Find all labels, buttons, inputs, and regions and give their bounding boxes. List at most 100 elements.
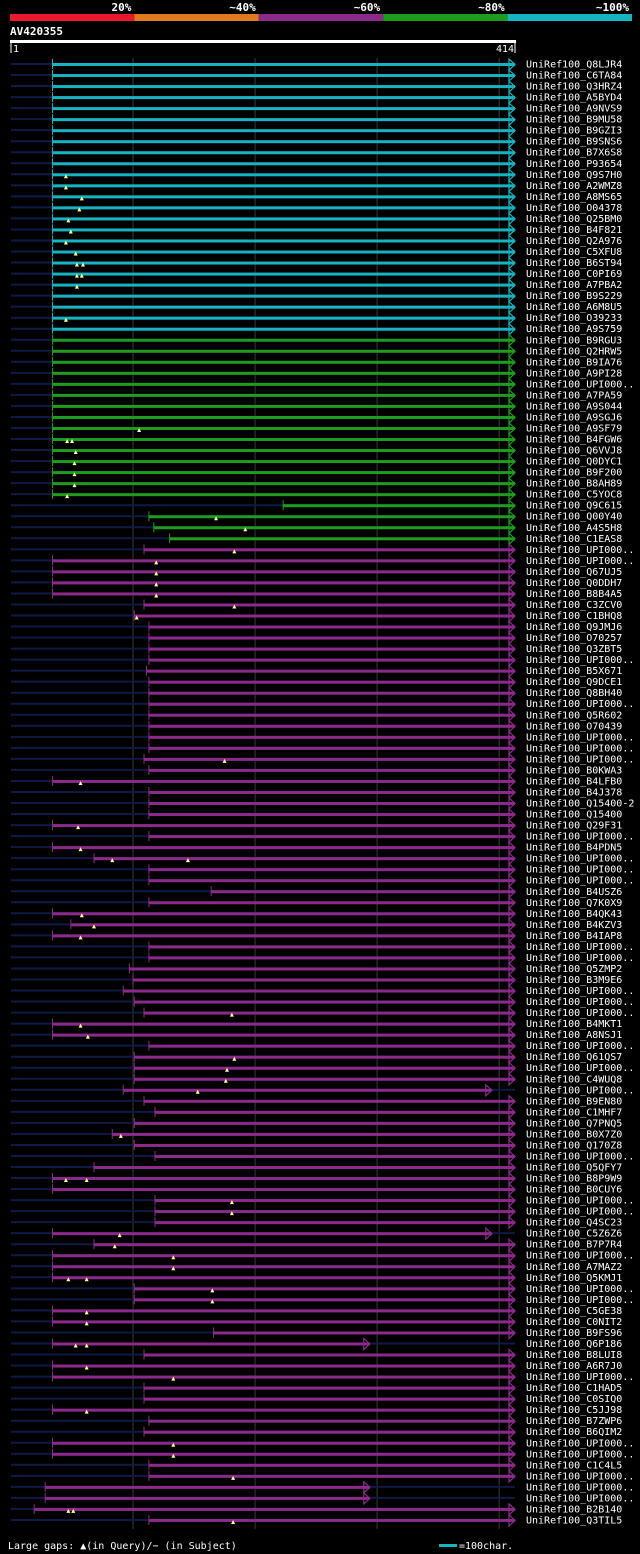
hit-label[interactable]: UniRef100_Q6P186 <box>526 1339 622 1350</box>
hit-label[interactable]: UniRef100_B9IA76 <box>526 357 622 368</box>
hit-label[interactable]: UniRef100_A9PI28 <box>526 368 622 379</box>
hit-label[interactable]: UniRef100_UPI000.. <box>526 1008 634 1019</box>
hit-label[interactable]: UniRef100_C5Z6Z6 <box>526 1229 622 1240</box>
hit-label[interactable]: UniRef100_UPI000.. <box>526 997 634 1008</box>
hit-label[interactable]: UniRef100_Q3HRZ4 <box>526 82 622 93</box>
hit-label[interactable]: UniRef100_B7P7R4 <box>526 1240 622 1251</box>
hit-label[interactable]: UniRef100_UPI000.. <box>526 876 634 887</box>
hit-label[interactable]: UniRef100_A5BYD4 <box>526 93 622 104</box>
hit-label[interactable]: UniRef100_UPI000.. <box>526 953 634 964</box>
hit-label[interactable]: UniRef100_Q4SC23 <box>526 1218 622 1229</box>
hit-label[interactable]: UniRef100_Q2HRW5 <box>526 346 622 357</box>
hit-label[interactable]: UniRef100_B4MKT1 <box>526 1019 622 1030</box>
hit-label[interactable]: UniRef100_UPI000.. <box>526 655 634 666</box>
hit-label[interactable]: UniRef100_UPI000.. <box>526 1063 634 1074</box>
hit-label[interactable]: UniRef100_C1HAD5 <box>526 1383 622 1394</box>
hit-label[interactable]: UniRef100_UPI000.. <box>526 854 634 865</box>
hit-label[interactable]: UniRef100_Q67UJ5 <box>526 567 622 578</box>
hit-label[interactable]: UniRef100_B8B4A5 <box>526 589 622 600</box>
hit-label[interactable]: UniRef100_C0SIQ0 <box>526 1394 622 1405</box>
hit-label[interactable]: UniRef100_B9F200 <box>526 468 622 479</box>
hit-label[interactable]: UniRef100_Q5QFY7 <box>526 1163 622 1174</box>
hit-label[interactable]: UniRef100_C5XFU8 <box>526 247 622 258</box>
hit-label[interactable]: UniRef100_A9S759 <box>526 324 622 335</box>
hit-label[interactable]: UniRef100_B9FS96 <box>526 1328 622 1339</box>
hit-label[interactable]: UniRef100_A7PA59 <box>526 390 622 401</box>
hit-label[interactable]: UniRef100_UPI000.. <box>526 1251 634 1262</box>
hit-label[interactable]: UniRef100_A7MAZ2 <box>526 1262 622 1273</box>
hit-label[interactable]: UniRef100_A8NSJ1 <box>526 1030 622 1041</box>
hit-label[interactable]: UniRef100_B9SNS6 <box>526 137 622 148</box>
hit-label[interactable]: UniRef100_UPI000.. <box>526 1372 634 1383</box>
hit-label[interactable]: UniRef100_Q8LJR4 <box>526 60 622 71</box>
hit-label[interactable]: UniRef100_UPI000.. <box>526 1482 634 1493</box>
hit-label[interactable]: UniRef100_C3ZCV0 <box>526 600 622 611</box>
hit-label[interactable]: UniRef100_Q3TIL5 <box>526 1515 622 1526</box>
hit-label[interactable]: UniRef100_A9SGJ6 <box>526 412 622 423</box>
hit-label[interactable]: UniRef100_B4LFB0 <box>526 776 622 787</box>
hit-label[interactable]: UniRef100_UPI000.. <box>526 865 634 876</box>
hit-label[interactable]: UniRef100_C5JJ98 <box>526 1405 622 1416</box>
hit-label[interactable]: UniRef100_UPI000.. <box>526 1196 634 1207</box>
hit-label[interactable]: UniRef100_B0CUY6 <box>526 1185 622 1196</box>
hit-label[interactable]: UniRef100_C0NIT2 <box>526 1317 622 1328</box>
hit-label[interactable]: UniRef100_Q9S7H0 <box>526 170 622 181</box>
hit-label[interactable]: UniRef100_UPI000.. <box>526 732 634 743</box>
hit-label[interactable]: UniRef100_A6R7J0 <box>526 1361 622 1372</box>
hit-label[interactable]: UniRef100_B0X7Z0 <box>526 1129 622 1140</box>
hit-label[interactable]: UniRef100_UPI000.. <box>526 1284 634 1295</box>
hit-label[interactable]: UniRef100_Q5R602 <box>526 710 622 721</box>
hit-label[interactable]: UniRef100_Q5ZMP2 <box>526 964 622 975</box>
hit-label[interactable]: UniRef100_B4F821 <box>526 225 622 236</box>
hit-label[interactable]: UniRef100_B6QIM2 <box>526 1427 622 1438</box>
hit-label[interactable]: UniRef100_UPI000.. <box>526 1207 634 1218</box>
hit-label[interactable]: UniRef100_Q9C615 <box>526 501 622 512</box>
hit-label[interactable]: UniRef100_B6ST94 <box>526 258 622 269</box>
hit-label[interactable]: UniRef100_C1BHQ8 <box>526 611 622 622</box>
hit-label[interactable]: UniRef100_Q5KMJ1 <box>526 1273 622 1284</box>
hit-label[interactable]: UniRef100_UPI000.. <box>526 556 634 567</box>
hit-label[interactable]: UniRef100_Q15400-2 <box>526 799 634 810</box>
hit-label[interactable]: UniRef100_A4S5H8 <box>526 523 622 534</box>
hit-label[interactable]: UniRef100_Q0DDH7 <box>526 578 622 589</box>
hit-label[interactable]: UniRef100_Q170Z8 <box>526 1140 622 1151</box>
hit-label[interactable]: UniRef100_UPI000.. <box>526 754 634 765</box>
hit-label[interactable]: UniRef100_Q8BH40 <box>526 688 622 699</box>
hit-label[interactable]: UniRef100_UPI000.. <box>526 545 634 556</box>
hit-label[interactable]: UniRef100_UPI000.. <box>526 743 634 754</box>
hit-label[interactable]: UniRef100_Q00Y40 <box>526 512 622 523</box>
hit-label[interactable]: UniRef100_Q0DYC1 <box>526 457 622 468</box>
hit-label[interactable]: UniRef100_UPI000.. <box>526 1085 634 1096</box>
hit-label[interactable]: UniRef100_UPI000.. <box>526 1295 634 1306</box>
hit-label[interactable]: UniRef100_UPI000.. <box>526 942 634 953</box>
hit-label[interactable]: UniRef100_A9S044 <box>526 401 622 412</box>
hit-label[interactable]: UniRef100_Q6VVJ8 <box>526 446 622 457</box>
hit-label[interactable]: UniRef100_B4QK43 <box>526 909 622 920</box>
hit-label[interactable]: UniRef100_O70439 <box>526 721 622 732</box>
hit-label[interactable]: UniRef100_B9GZI3 <box>526 126 622 137</box>
hit-label[interactable]: UniRef100_C4WUQ8 <box>526 1074 622 1085</box>
hit-label[interactable]: UniRef100_C5YOC8 <box>526 490 622 501</box>
hit-label[interactable]: UniRef100_C1EAS8 <box>526 534 622 545</box>
hit-label[interactable]: UniRef100_C5GE38 <box>526 1306 622 1317</box>
hit-label[interactable]: UniRef100_B8AH89 <box>526 479 622 490</box>
hit-label[interactable]: UniRef100_A6M8U5 <box>526 302 622 313</box>
hit-label[interactable]: UniRef100_B7X6S8 <box>526 148 622 159</box>
hit-label[interactable]: UniRef100_Q9DCE1 <box>526 677 622 688</box>
hit-label[interactable]: UniRef100_UPI000.. <box>526 1151 634 1162</box>
hit-label[interactable]: UniRef100_B4USZ6 <box>526 887 622 898</box>
hit-label[interactable]: UniRef100_B9S229 <box>526 291 622 302</box>
hit-label[interactable]: UniRef100_Q15400 <box>526 810 622 821</box>
hit-label[interactable]: UniRef100_B3M9E6 <box>526 975 622 986</box>
hit-label[interactable]: UniRef100_B4IAP8 <box>526 931 622 942</box>
hit-label[interactable]: UniRef100_UPI000.. <box>526 832 634 843</box>
hit-label[interactable]: UniRef100_A9SF79 <box>526 423 622 434</box>
hit-label[interactable]: UniRef100_UPI000.. <box>526 1438 634 1449</box>
hit-label[interactable]: UniRef100_B9RGU3 <box>526 335 622 346</box>
hit-label[interactable]: UniRef100_B9EN80 <box>526 1096 622 1107</box>
hit-label[interactable]: UniRef100_Q7K0X9 <box>526 898 622 909</box>
hit-label[interactable]: UniRef100_UPI000.. <box>526 1041 634 1052</box>
hit-label[interactable]: UniRef100_B8P9W9 <box>526 1174 622 1185</box>
hit-label[interactable]: UniRef100_C0PI69 <box>526 269 622 280</box>
hit-label[interactable]: UniRef100_O04378 <box>526 203 622 214</box>
